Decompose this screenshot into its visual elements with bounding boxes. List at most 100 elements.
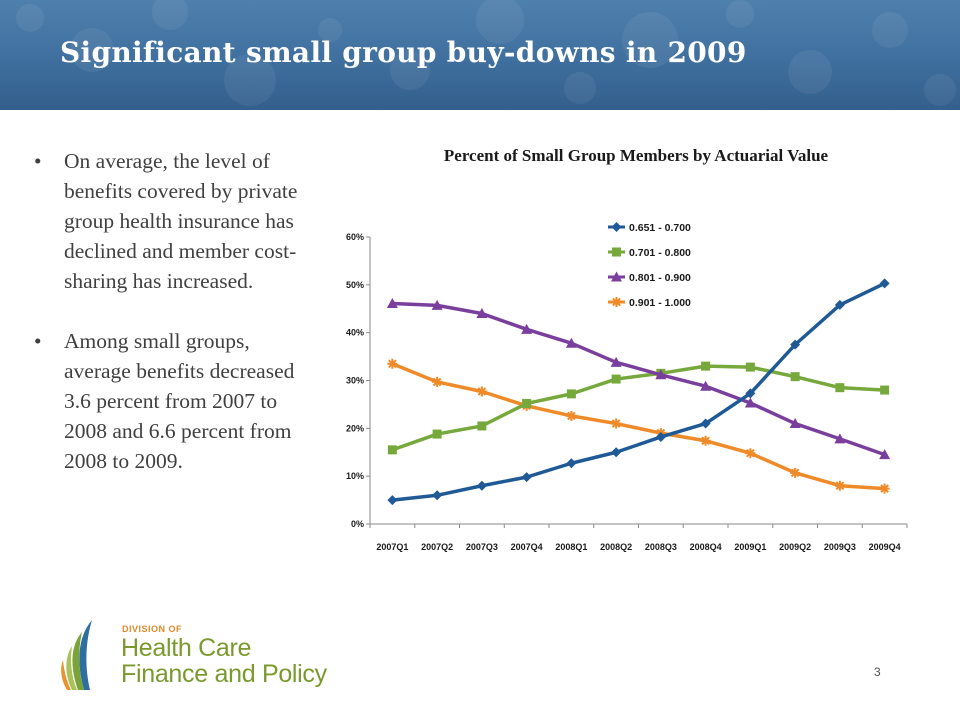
data-point: [879, 278, 890, 289]
data-point: [521, 472, 532, 483]
legend-label: 0.801 - 0.900: [629, 272, 691, 284]
bullet-item: • On average, the level of benefits cove…: [34, 146, 302, 296]
data-point: [611, 374, 621, 384]
x-tick-label: 2007Q3: [466, 542, 498, 552]
y-tick-label: 50%: [346, 280, 364, 290]
page-number: 3: [874, 665, 881, 679]
x-tick-label: 2009Q2: [779, 542, 811, 552]
legend-item: 0.801 - 0.900: [608, 271, 691, 284]
x-tick-label: 2008Q3: [645, 542, 677, 552]
series-1: [387, 278, 890, 506]
org-prefix: DIVISION OF: [122, 624, 183, 634]
bullet-marker: •: [34, 149, 42, 173]
data-point: [880, 385, 890, 395]
logo-icon: [61, 620, 92, 690]
legend-label: 0.701 - 0.800: [629, 247, 691, 259]
data-point: [611, 418, 622, 429]
chart-title: Percent of Small Group Members by Actuar…: [443, 146, 829, 165]
data-point: [879, 449, 891, 460]
title-bar: Significant small group buy-downs in 200…: [0, 0, 960, 110]
data-point: [745, 388, 756, 399]
y-tick-label: 10%: [346, 471, 364, 481]
data-point: [790, 467, 801, 478]
bullet-marker: •: [34, 329, 42, 353]
data-point: [566, 389, 576, 399]
x-tick-label: 2008Q2: [600, 542, 632, 552]
x-tick-label: 2009Q4: [869, 542, 901, 552]
series-2: [387, 361, 890, 455]
data-point: [700, 380, 712, 391]
data-point: [387, 445, 397, 455]
data-point: [611, 222, 622, 232]
data-point: [835, 383, 845, 393]
data-point: [744, 397, 756, 408]
header-pattern: [16, 0, 956, 106]
legend-item: 0.651 - 0.700: [608, 222, 691, 234]
y-tick-label: 0%: [351, 519, 364, 529]
data-point: [476, 308, 488, 319]
slide-title: Significant small group buy-downs in 200…: [60, 36, 747, 69]
data-point: [700, 435, 711, 446]
data-point: [477, 421, 487, 431]
data-point: [522, 398, 532, 408]
data-point: [476, 480, 487, 491]
data-point: [566, 458, 577, 469]
data-point: [431, 299, 443, 310]
data-point: [789, 418, 801, 429]
legend-label: 0.651 - 0.700: [629, 222, 691, 234]
data-point: [432, 376, 443, 387]
data-point: [611, 271, 622, 282]
data-point: [566, 410, 577, 421]
bullet-item: • Among small groups, average benefits d…: [34, 326, 302, 476]
data-point: [432, 490, 443, 501]
data-point: [387, 495, 398, 506]
data-point: [834, 433, 846, 444]
x-tick-label: 2007Q1: [376, 542, 408, 552]
data-point: [565, 337, 577, 348]
x-tick-label: 2009Q3: [824, 542, 856, 552]
y-tick-label: 60%: [346, 232, 364, 242]
series-3: [386, 297, 891, 460]
legend-item: 0.901 - 1.000: [608, 297, 691, 309]
data-point: [476, 386, 487, 397]
x-tick-label: 2008Q4: [690, 542, 722, 552]
data-point: [655, 431, 666, 442]
data-point: [610, 356, 622, 367]
series-line: [391, 362, 885, 491]
data-point: [432, 429, 442, 439]
bullet-text: On average, the level of benefits covere…: [64, 149, 298, 293]
data-point: [790, 372, 800, 382]
org-name-line1: Health Care: [121, 634, 252, 662]
x-tick-label: 2007Q4: [511, 542, 543, 552]
data-point: [387, 358, 398, 369]
y-tick-label: 20%: [346, 423, 364, 433]
data-point: [745, 448, 756, 459]
data-point: [655, 369, 667, 380]
data-point: [386, 297, 398, 308]
x-tick-label: 2007Q2: [421, 542, 453, 552]
bullet-list: • On average, the level of benefits cove…: [34, 146, 302, 476]
series-4: [387, 358, 890, 494]
data-point: [612, 247, 621, 257]
line-chart: 0% 10% 20% 30% 40% 50% 60% 2007Q1 2007Q2 2007Q3 20…: [346, 222, 908, 552]
data-point: [745, 362, 755, 372]
x-tick-label: 2008Q1: [555, 542, 587, 552]
y-tick-label: 30%: [346, 376, 364, 386]
org-name-line2: Finance and Policy: [121, 660, 327, 688]
data-point: [879, 483, 890, 494]
data-point: [700, 418, 711, 429]
data-point: [834, 480, 845, 491]
data-point: [521, 323, 533, 334]
data-point: [611, 447, 622, 458]
data-point: [834, 299, 845, 310]
bullet-text: Among small groups, average benefits dec…: [64, 329, 295, 473]
series-line: [392, 301, 886, 457]
series-line: [392, 281, 886, 502]
series-line: [391, 364, 885, 452]
legend-item: 0.701 - 0.800: [608, 247, 691, 259]
data-point: [790, 339, 801, 350]
x-tick-label: 2009Q1: [734, 542, 766, 552]
y-tick-label: 40%: [346, 328, 364, 338]
data-point: [701, 361, 711, 371]
data-point: [611, 297, 622, 307]
